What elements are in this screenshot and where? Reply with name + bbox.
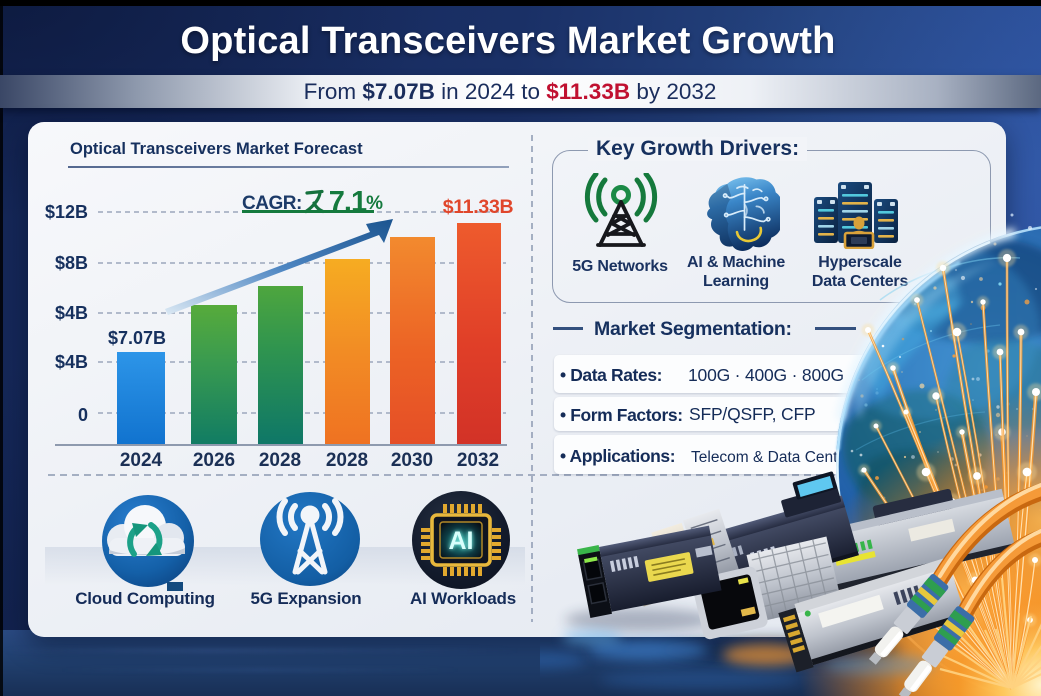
svg-text:AI: AI	[449, 527, 474, 555]
svg-text:AI: AI	[449, 527, 474, 555]
